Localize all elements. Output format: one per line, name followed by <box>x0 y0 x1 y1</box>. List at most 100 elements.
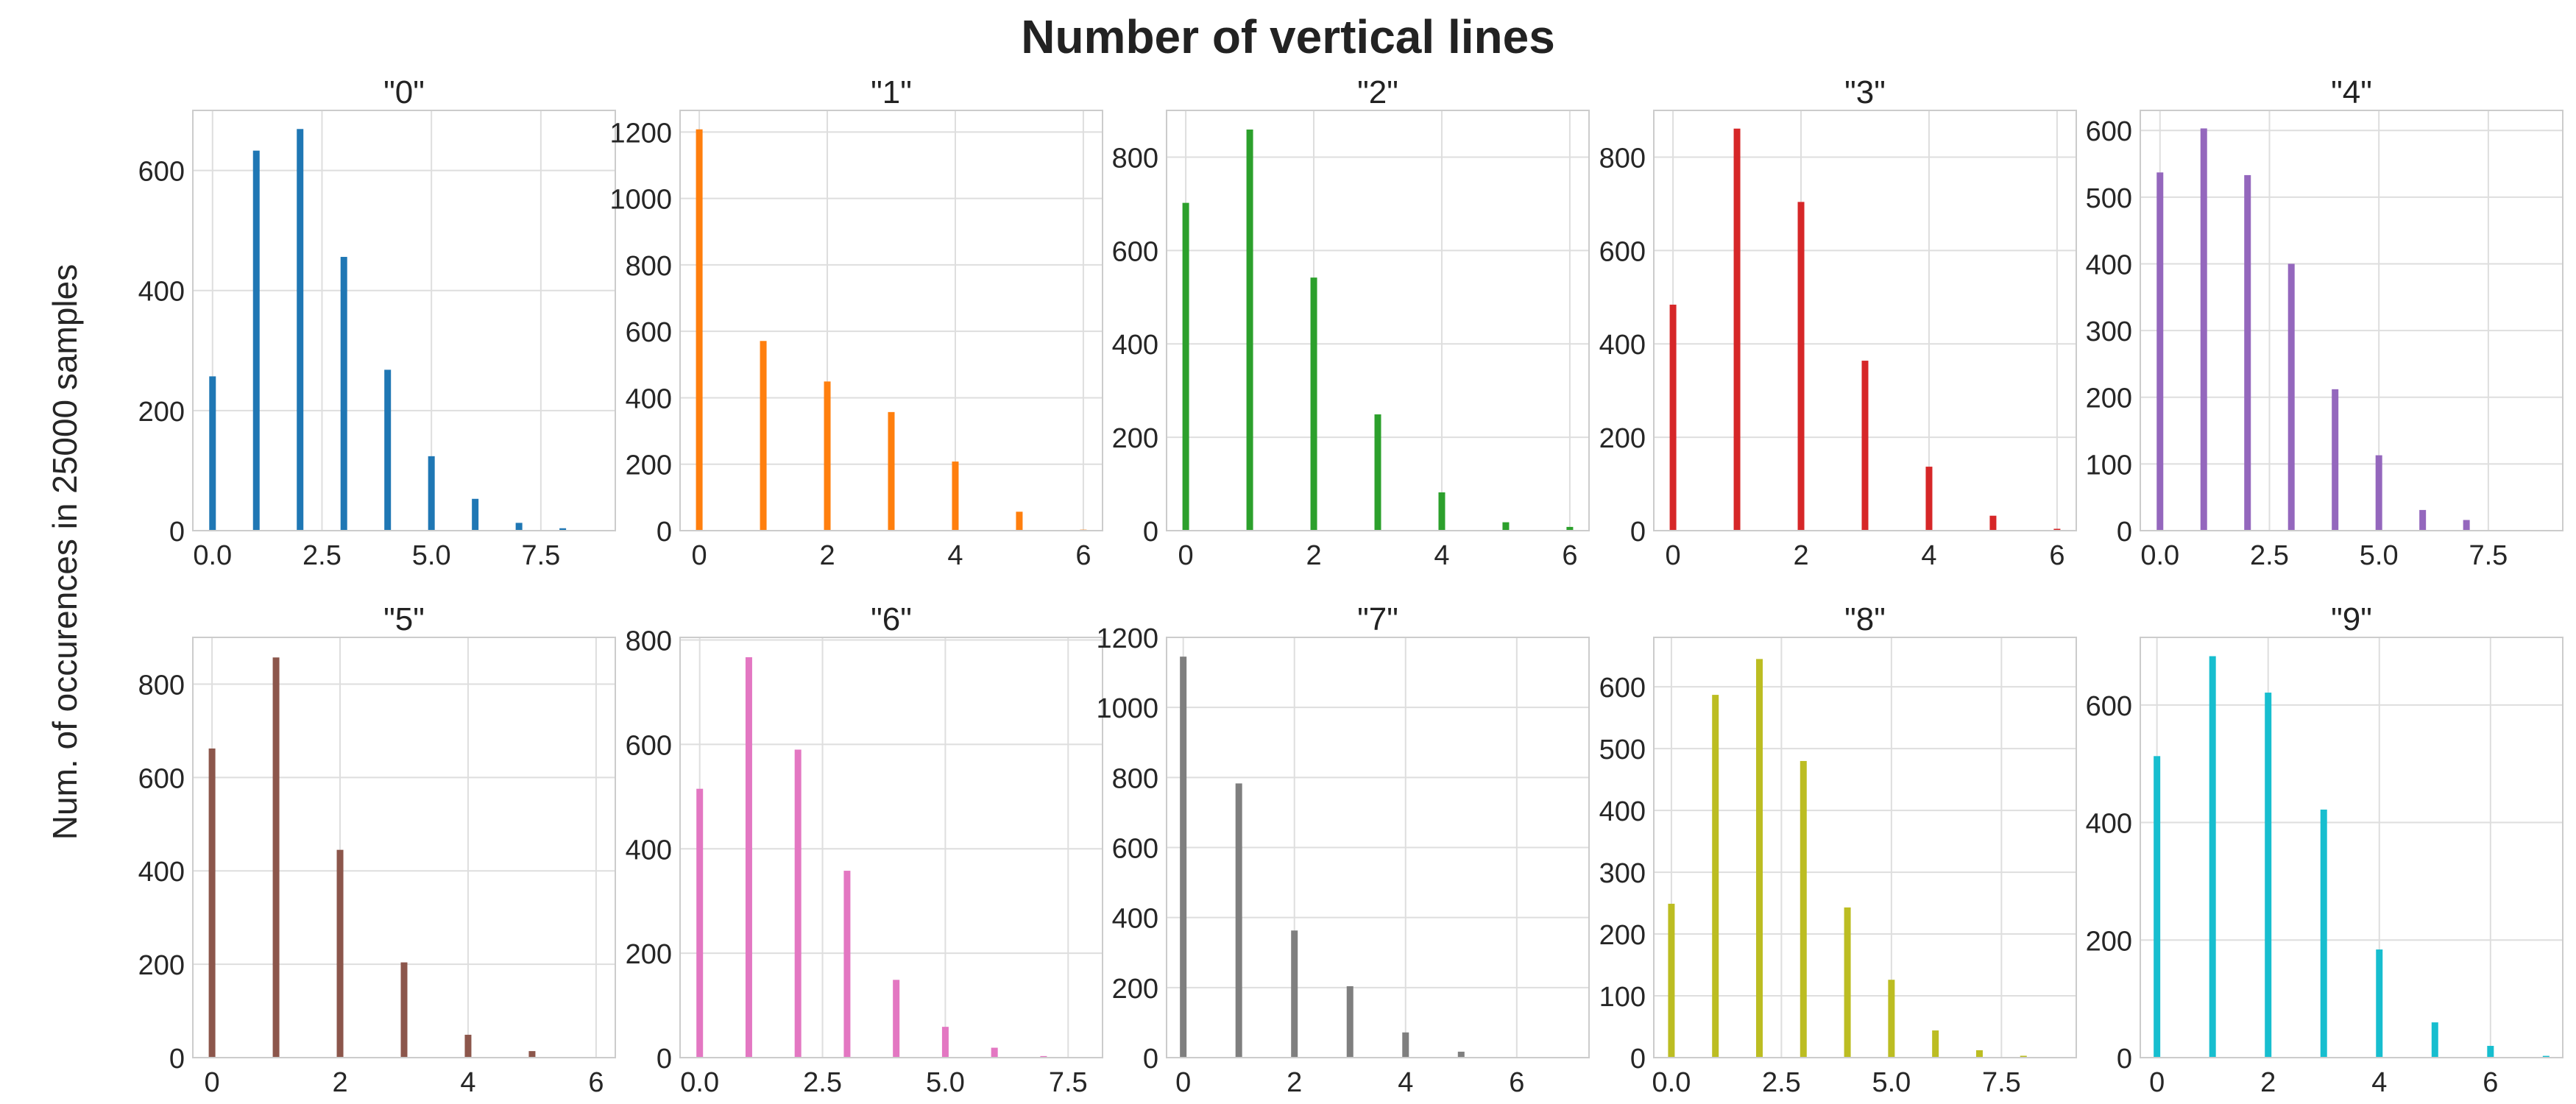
x-tick-label: 2.5 <box>2250 540 2289 571</box>
y-tick-label: 800 <box>138 670 185 701</box>
bar <box>1756 659 1763 1058</box>
y-tick-label: 200 <box>138 397 185 428</box>
x-tick-label: 2 <box>1306 540 1321 571</box>
y-tick-label: 1200 <box>1096 623 1158 654</box>
subplot-4: 0 100 200 300 400 500 600 0.0 2.5 5.0 7.5 "4" <box>2086 74 2563 571</box>
bar <box>1346 986 1354 1058</box>
bar <box>1040 1055 1047 1058</box>
y-tick-label: 200 <box>138 950 185 981</box>
y-tick-label: 800 <box>626 251 672 282</box>
y-tick-label: 200 <box>2086 383 2132 414</box>
y-tick-label: 0 <box>1143 1044 1158 1075</box>
axes-frame <box>679 637 1103 1058</box>
bar <box>2332 389 2339 531</box>
y-tick-label: 600 <box>1599 236 1646 267</box>
bar <box>336 849 344 1058</box>
axes-frame <box>1166 637 1590 1058</box>
x-tick-label: 0.0 <box>2140 540 2179 571</box>
subplot-title: "7" <box>1357 601 1398 637</box>
x-tick-label: 2 <box>1287 1067 1302 1098</box>
y-tick-label: 600 <box>138 157 185 188</box>
bar <box>2209 656 2216 1058</box>
subplot-5: 0 200 400 600 800 0 2 4 6 "5" <box>138 601 616 1098</box>
bar <box>2156 172 2164 531</box>
x-tick-label: 4 <box>2371 1067 2387 1098</box>
bar <box>1733 128 1741 531</box>
x-tick-label: 5.0 <box>1872 1067 1911 1098</box>
x-tick-label: 5.0 <box>412 540 451 571</box>
y-tick-label: 800 <box>1599 143 1646 174</box>
x-tick-label: 2.5 <box>1762 1067 1801 1098</box>
subplot-title: "9" <box>2331 601 2372 637</box>
x-tick-label: 0 <box>2149 1067 2165 1098</box>
bar <box>2542 1055 2550 1058</box>
bar <box>1712 695 1719 1058</box>
y-tick-label: 500 <box>2086 183 2132 214</box>
bar <box>760 341 767 531</box>
bar <box>2376 949 2383 1058</box>
bar <box>2431 1022 2438 1058</box>
y-tick-label: 400 <box>138 277 185 308</box>
x-tick-label: 2 <box>332 1067 347 1098</box>
bar <box>2375 455 2382 531</box>
y-tick-label: 0 <box>2117 1044 2132 1075</box>
bar <box>2200 128 2207 531</box>
bar <box>1932 1030 1939 1058</box>
subplot-title: "8" <box>1844 601 1886 637</box>
y-tick-label: 200 <box>1599 920 1646 951</box>
subplot-2: 0 200 400 600 800 0 2 4 6 "2" <box>1112 74 1590 571</box>
axes-frame <box>1166 110 1590 531</box>
bar <box>2244 174 2251 531</box>
bar <box>1457 1051 1465 1058</box>
y-tick-label: 400 <box>2086 250 2132 280</box>
bar <box>1669 304 1677 531</box>
bar <box>696 129 703 531</box>
x-tick-label: 2 <box>1793 540 1808 571</box>
y-tick-label: 600 <box>626 730 672 761</box>
y-tick-label: 0 <box>2117 517 2132 548</box>
axes-frame <box>1653 110 2077 531</box>
x-tick-label: 6 <box>1075 540 1091 571</box>
x-tick-label: 6 <box>588 1067 604 1098</box>
bar <box>1246 130 1253 531</box>
x-tick-label: 7.5 <box>2469 540 2508 571</box>
x-tick-label: 6 <box>1509 1067 1524 1098</box>
bar <box>1291 930 1298 1058</box>
x-tick-label: 4 <box>1434 540 1449 571</box>
bar <box>1016 512 1023 531</box>
axes-frame <box>1653 637 2077 1058</box>
y-tick-label: 0 <box>1143 517 1158 548</box>
bar <box>952 461 959 531</box>
bar <box>1374 414 1381 531</box>
y-tick-label: 400 <box>1599 796 1646 827</box>
y-tick-label: 400 <box>626 383 672 414</box>
x-tick-label: 4 <box>947 540 963 571</box>
x-tick-label: 2 <box>2260 1067 2276 1098</box>
x-tick-label: 6 <box>2049 540 2064 571</box>
y-tick-label: 0 <box>657 517 672 548</box>
bar <box>1797 202 1805 531</box>
bar <box>893 980 900 1058</box>
bar <box>1989 515 1997 531</box>
bar <box>272 657 280 1058</box>
subplot-title: "6" <box>871 601 912 637</box>
plot-area <box>2140 110 2563 531</box>
subplot-9: 0 200 400 600 0 2 4 6 "9" <box>2086 601 2563 1098</box>
figure-title: Number of vertical lines <box>1021 10 1555 63</box>
bar <box>991 1047 998 1058</box>
y-tick-label: 400 <box>2086 809 2132 840</box>
x-tick-label: 7.5 <box>521 540 560 571</box>
plot-area <box>193 110 615 531</box>
bar <box>340 257 347 531</box>
plot-area <box>1654 637 2076 1058</box>
bar <box>745 657 752 1058</box>
bar <box>696 788 704 1058</box>
bar <box>208 748 216 1058</box>
bar <box>941 1027 949 1058</box>
bar <box>472 498 479 531</box>
subplot-3: 0 200 400 600 800 0 2 4 6 "3" <box>1599 74 2077 571</box>
bar <box>1182 202 1189 531</box>
y-tick-label: 400 <box>626 835 672 866</box>
